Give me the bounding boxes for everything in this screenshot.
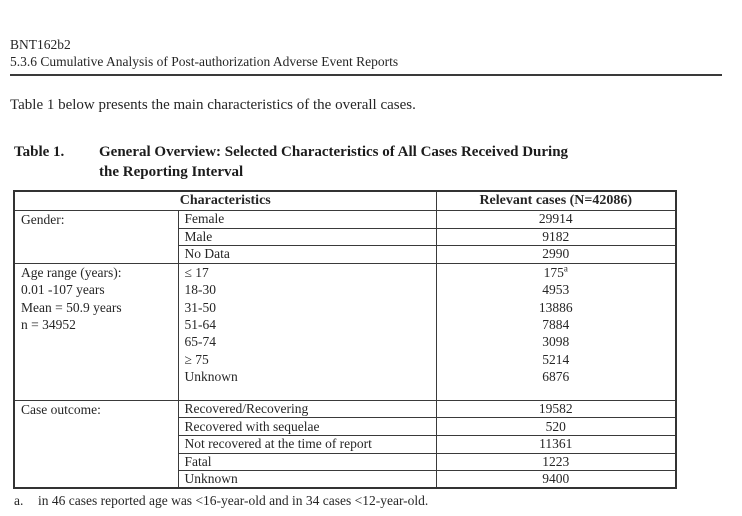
characteristic-line: ≤ 17	[184, 264, 209, 280]
main-table: Characteristics Relevant cases (N=42086)…	[13, 190, 677, 490]
characteristic-cell: Not recovered at the time of report	[177, 434, 437, 454]
characteristic-cell: Recovered/Recovering	[177, 399, 437, 419]
table-title-text: General Overview: Selected Characteristi…	[99, 142, 568, 182]
footnote-text: in 46 cases reported age was <16-year-ol…	[38, 493, 429, 509]
value-cell: 9400	[435, 470, 677, 489]
value-cell: 1223	[435, 452, 677, 472]
table-row: Recovered with sequelae 520	[14, 417, 677, 436]
characteristic-cell: Fatal	[177, 452, 437, 472]
table-title-line2: the Reporting Interval	[99, 164, 244, 180]
footnote: a. in 46 cases reported age was <16-year…	[14, 492, 742, 509]
table-title: Table 1. General Overview: Selected Char…	[14, 142, 742, 182]
value-cell: 9182	[435, 227, 677, 247]
value-cell: 19582	[435, 399, 677, 419]
table-row: Case outcome: Recovered/Recovering 19582	[13, 399, 677, 489]
table-row: Fatal 1223	[14, 452, 677, 472]
value-line: 175a	[543, 263, 568, 280]
column-header-relevant-cases: Relevant cases (N=42086)	[435, 190, 677, 211]
value-cell: 11361	[435, 434, 677, 454]
table-row-group: Age range (years): 0.01 -107 years Mean = …	[13, 262, 677, 401]
characteristic-cell: Female	[177, 210, 437, 229]
characteristic-line: 18-30	[184, 282, 217, 298]
table-row: Gender: Female 29914	[13, 210, 677, 264]
intro-paragraph: Table 1 below presents the main characte…	[10, 97, 416, 113]
characteristic-line: ≥ 75	[184, 351, 209, 367]
table-title-label: Table 1.	[14, 144, 65, 160]
section-label-line: 0.01 -107 years	[21, 282, 105, 298]
characteristic-cell: Recovered with sequelae	[177, 417, 437, 436]
product-code: BNT162b2	[10, 37, 71, 52]
characteristic-line: 51-64	[184, 316, 217, 332]
characteristic-line: 31-50	[184, 299, 217, 315]
value-superscript: a	[563, 263, 568, 274]
value-cell: 520	[435, 417, 677, 436]
section-label-cell: Age range (years): 0.01 -107 years Mean = …	[13, 262, 179, 401]
characteristic-cell: ≤ 17 18-30 31-50 51-64 65-74 ≥ 75 Unknown	[177, 262, 437, 401]
section-label-cell: Case outcome:	[13, 399, 179, 489]
section-label-line: Gender:	[21, 212, 65, 227]
value-line: 4953	[542, 282, 570, 298]
value-line: 6876	[542, 369, 570, 385]
value-cell: 175a 4953 13886 7884 3098 5214 6876	[435, 262, 677, 401]
value-cell: 2990	[435, 245, 677, 264]
table-header-row: Characteristics Relevant cases (N=42086)	[13, 190, 677, 211]
table-body: Gender: Female 29914 Male 9182 No Data 2990 Age…	[13, 210, 677, 489]
value-line: 3098	[542, 334, 570, 350]
section-label-line: Case outcome:	[21, 401, 101, 417]
value-cell: 29914	[435, 210, 677, 229]
characteristic-cell: Unknown	[177, 470, 437, 489]
characteristic-line: Unknown	[184, 369, 238, 385]
section-label-line: Mean = 50.9 years	[21, 299, 122, 315]
characteristic-line: 65-74	[184, 334, 217, 350]
characteristic-cell: Male	[177, 227, 437, 247]
section-label-line: n = 34952	[21, 316, 76, 332]
section-heading: 5.3.6 Cumulative Analysis of Post-author…	[10, 53, 722, 76]
value-line: 5214	[542, 351, 570, 367]
table-title-line1: General Overview: Selected Characteristi…	[99, 144, 569, 160]
section-label-line: Age range (years):	[21, 264, 122, 280]
value-line: 13886	[538, 299, 573, 315]
section-label-cell: Gender:	[13, 210, 179, 264]
document-header: BNT162b2 5.3.6 Cumulative Analysis of Po…	[10, 36, 742, 76]
characteristic-cell: No Data	[177, 245, 437, 264]
column-header-characteristics: Characteristics	[13, 190, 437, 211]
table-row: Unknown 9400	[14, 470, 677, 489]
value-line: 7884	[542, 316, 570, 332]
footnote-marker: a.	[14, 493, 24, 509]
